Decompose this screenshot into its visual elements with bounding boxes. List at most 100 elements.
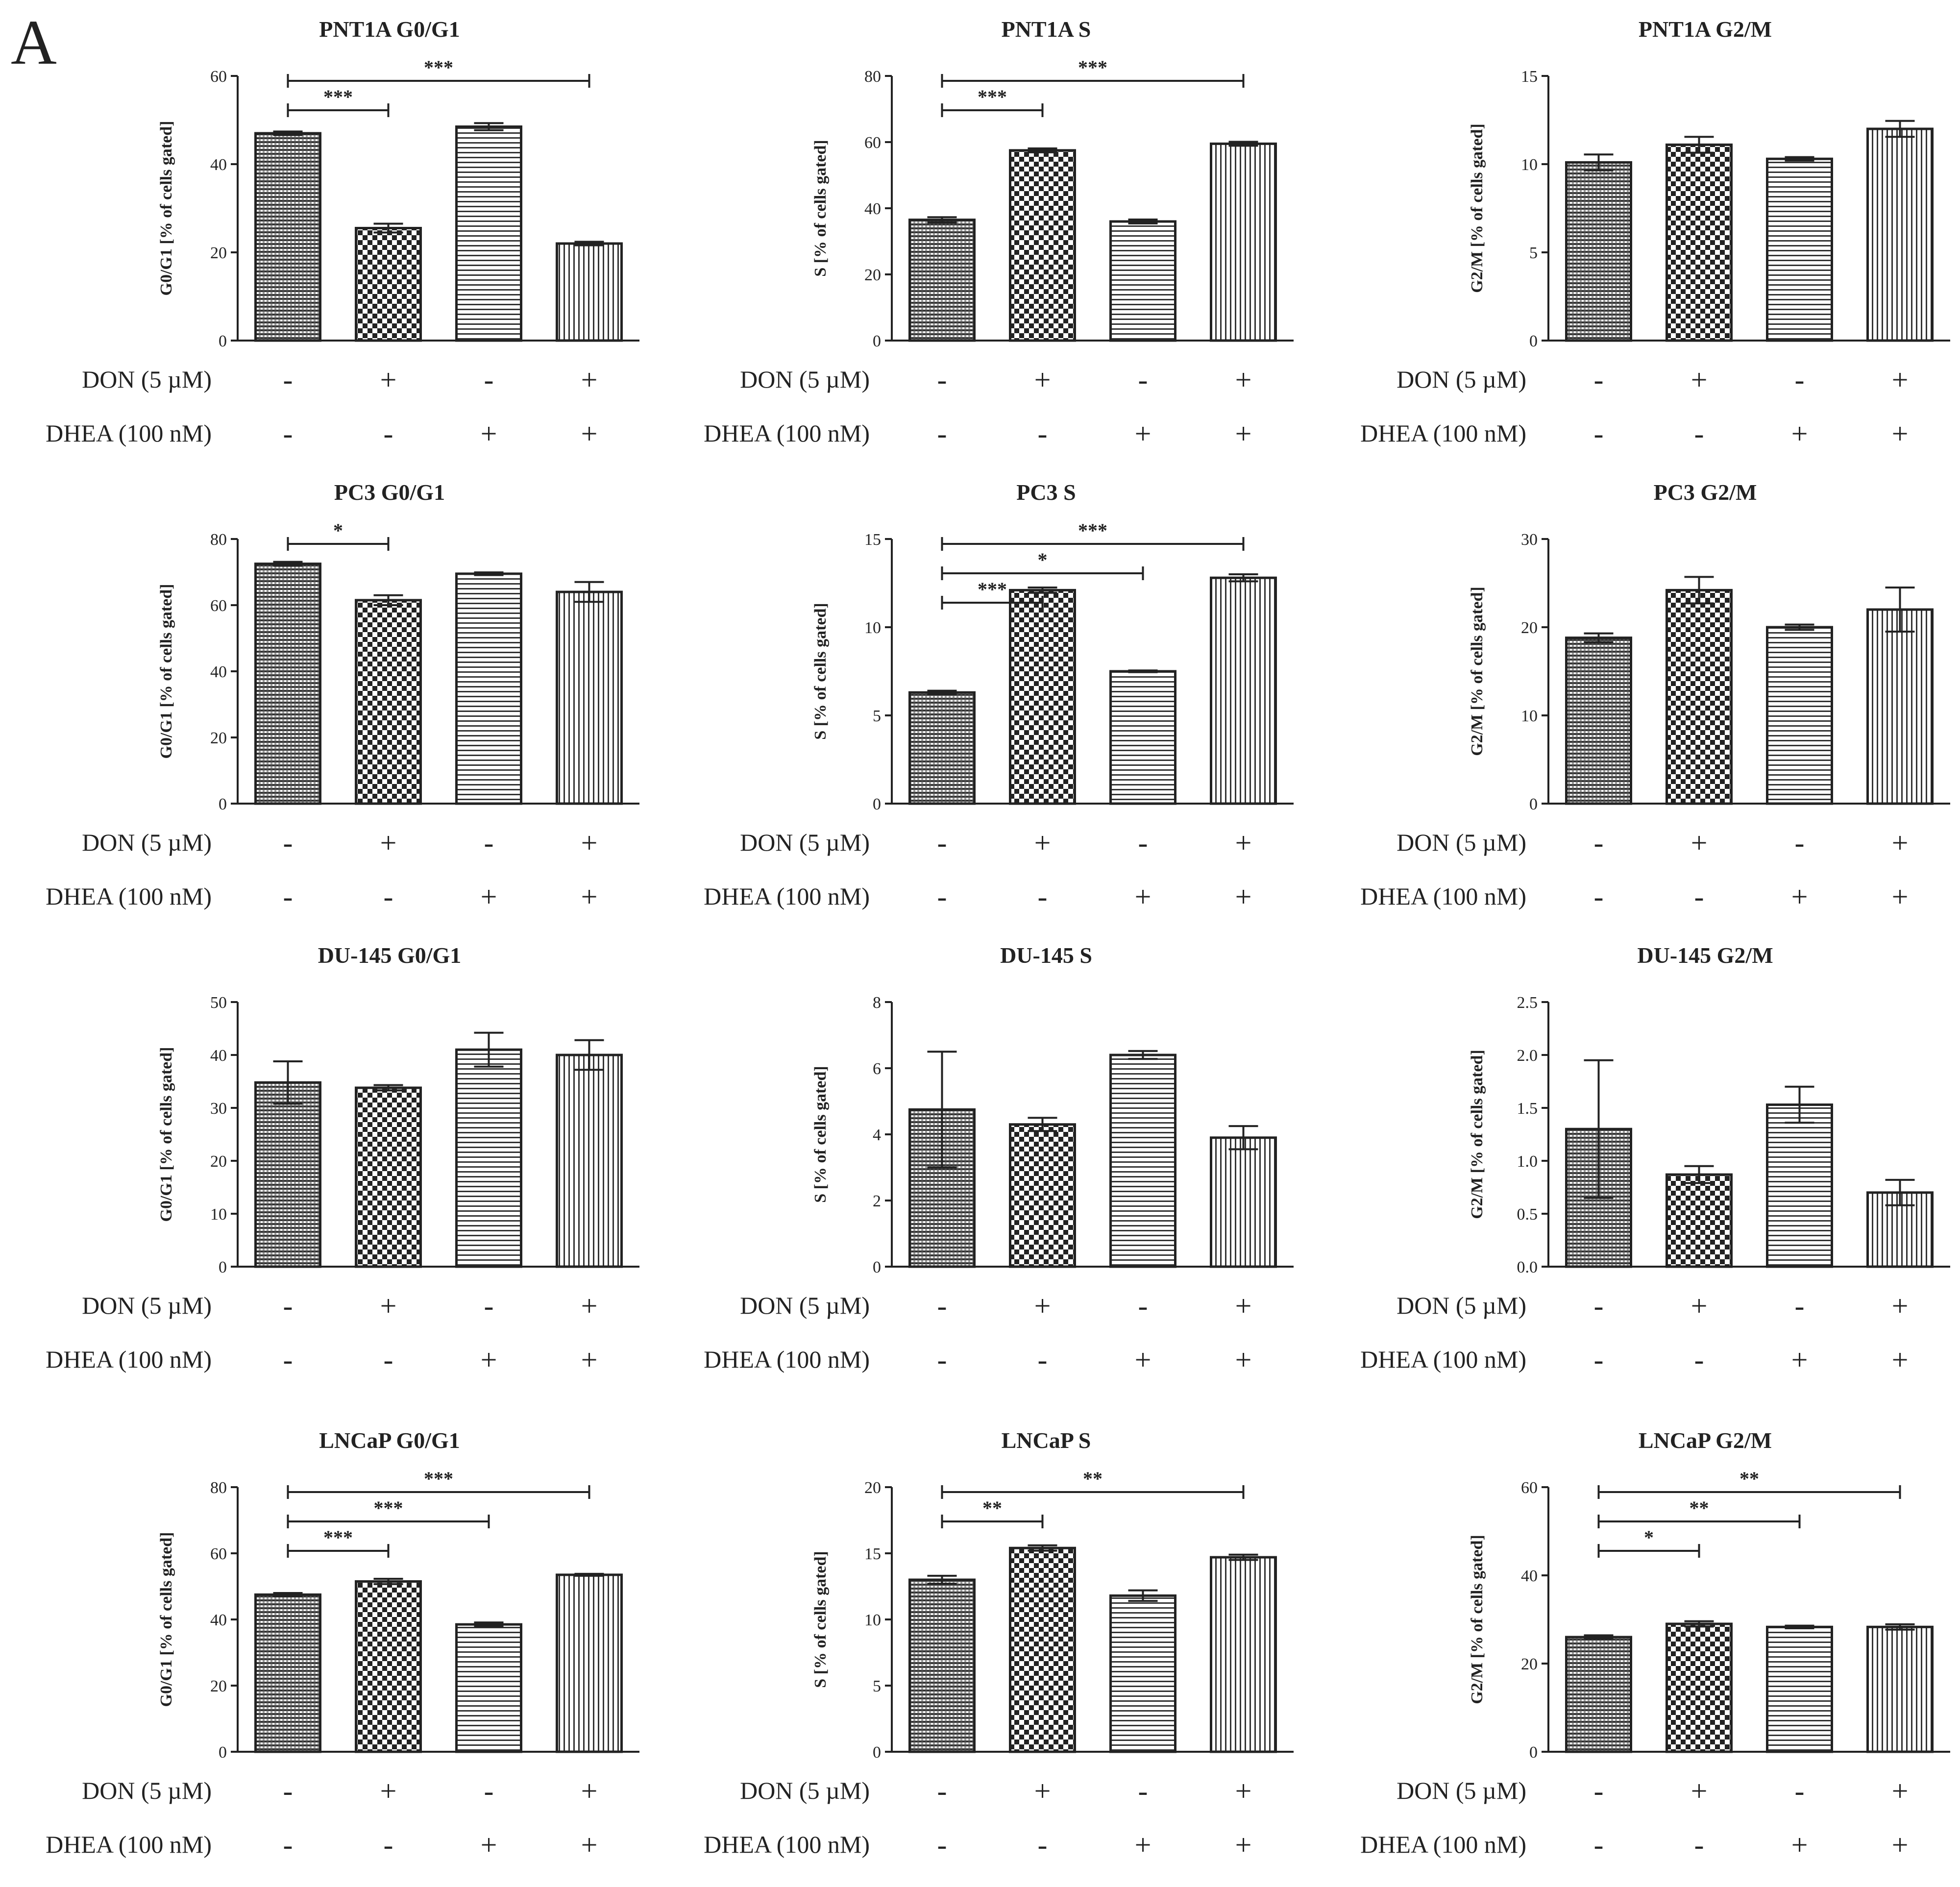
y-tick-label: 1.0 — [1517, 1152, 1538, 1171]
significance-label: ** — [1740, 1468, 1759, 1490]
treatment-sign: + — [380, 1775, 397, 1807]
bar — [254, 1593, 321, 1753]
bar — [254, 563, 321, 805]
y-tick-label: 60 — [864, 134, 881, 152]
bar — [1565, 161, 1632, 342]
y-tick-label: 40 — [864, 200, 881, 218]
treatment-sign: + — [1135, 881, 1152, 913]
bar — [1565, 1636, 1632, 1753]
y-tick-label: 0.5 — [1517, 1205, 1538, 1224]
y-tick-label: 60 — [210, 68, 227, 86]
significance-label: *** — [374, 1497, 403, 1519]
treatment-sign: + — [581, 417, 598, 450]
treatment-sign: + — [1892, 881, 1909, 913]
bar — [1109, 670, 1176, 805]
y-tick-label: 20 — [1521, 619, 1538, 637]
treatment-sign: + — [1235, 1775, 1252, 1807]
y-tick-label: 60 — [210, 1545, 227, 1563]
treatment-sign: + — [1691, 1290, 1708, 1322]
treatment-sign: - — [937, 1829, 947, 1861]
y-tick-label: 20 — [864, 1479, 881, 1497]
y-tick-label: 10 — [864, 619, 881, 637]
bar — [1666, 1622, 1733, 1753]
treatment-sign: - — [1795, 1775, 1805, 1807]
y-tick-label: 2.0 — [1517, 1047, 1538, 1065]
treatment-sign: + — [581, 1344, 598, 1376]
treatment-sign: - — [1694, 881, 1704, 913]
treatment-sign: + — [1135, 1829, 1152, 1861]
treatment-sign: - — [283, 1829, 293, 1861]
treatment-sign: - — [1138, 1290, 1148, 1322]
treatment-sign: + — [380, 364, 397, 396]
y-tick-label: 0 — [219, 332, 227, 350]
treatment-row-label: DON (5 µM) — [82, 366, 212, 393]
treatment-sign: - — [1694, 417, 1704, 450]
chart-title: DU-145 G0/G1 — [318, 943, 462, 968]
treatment-sign: + — [1892, 364, 1909, 396]
y-tick-label: 15 — [864, 1545, 881, 1563]
treatment-sign: + — [1135, 1344, 1152, 1376]
chart-title: PC3 S — [1016, 480, 1076, 505]
y-tick-label: 0 — [873, 795, 881, 813]
treatment-sign: + — [581, 1829, 598, 1861]
treatment-row-label: DON (5 µM) — [1396, 1777, 1526, 1804]
significance-label: *** — [1078, 56, 1107, 78]
treatment-sign: - — [1795, 364, 1805, 396]
y-tick-label: 0 — [219, 1258, 227, 1276]
significance-label: *** — [978, 578, 1007, 600]
chart-lncap-s: LNCaP S S [% of cells gated] 0 5 10 15 20 ** ** D… — [704, 1428, 1294, 1861]
significance-label: *** — [424, 56, 453, 78]
y-tick-label: 40 — [210, 1047, 227, 1065]
treatment-sign: + — [1135, 417, 1152, 450]
y-tick-label: 20 — [210, 1677, 227, 1695]
treatment-sign: + — [481, 1829, 497, 1861]
treatment-sign: + — [1892, 417, 1909, 450]
y-tick-label: 4 — [873, 1126, 881, 1144]
y-axis-label: G2/M [% of cells gated] — [1468, 1050, 1486, 1219]
treatment-sign: + — [1235, 1829, 1252, 1861]
y-tick-label: 5 — [873, 1677, 881, 1695]
treatment-sign: + — [1691, 364, 1708, 396]
y-tick-label: 0 — [1529, 332, 1538, 350]
treatment-row-label: DHEA (100 nM) — [46, 1831, 212, 1858]
treatment-sign: - — [283, 881, 293, 913]
treatment-sign: + — [380, 1290, 397, 1322]
treatment-sign: - — [1594, 1829, 1604, 1861]
treatment-row-label: DON (5 µM) — [740, 366, 870, 393]
treatment-sign: + — [1034, 364, 1051, 396]
treatment-sign: - — [937, 417, 947, 450]
bar — [455, 1048, 522, 1268]
treatment-sign: + — [581, 881, 598, 913]
y-tick-label: 0 — [219, 795, 227, 813]
y-tick-label: 60 — [210, 597, 227, 615]
bar — [556, 590, 623, 805]
treatment-row-label: DHEA (100 nM) — [704, 1346, 870, 1373]
y-tick-label: 15 — [1521, 68, 1538, 86]
y-axis-label: S [% of cells gated] — [811, 1066, 830, 1203]
y-tick-label: 1.5 — [1517, 1100, 1538, 1118]
treatment-sign: + — [1235, 417, 1252, 450]
bar — [1009, 1123, 1076, 1268]
treatment-sign: + — [481, 881, 497, 913]
treatment-sign: - — [384, 881, 393, 913]
y-tick-label: 30 — [210, 1100, 227, 1118]
treatment-sign: - — [937, 1775, 947, 1807]
treatment-sign: - — [283, 417, 293, 450]
treatment-sign: - — [1594, 364, 1604, 396]
bar — [908, 691, 976, 805]
bar — [1109, 1054, 1176, 1268]
treatment-sign: + — [581, 364, 598, 396]
bar — [1766, 157, 1833, 342]
y-tick-label: 8 — [873, 994, 881, 1012]
treatment-row-label: DHEA (100 nM) — [1360, 1831, 1526, 1858]
treatment-sign: - — [937, 1290, 947, 1322]
bar — [455, 572, 522, 805]
treatment-sign: + — [1892, 1290, 1909, 1322]
treatment-sign: - — [484, 1290, 494, 1322]
treatment-sign: - — [937, 1344, 947, 1376]
chart-title: DU-145 S — [1000, 943, 1092, 968]
y-axis-label: G2/M [% of cells gated] — [1468, 587, 1486, 756]
treatment-sign: + — [1235, 1344, 1252, 1376]
y-tick-label: 2 — [873, 1192, 881, 1210]
